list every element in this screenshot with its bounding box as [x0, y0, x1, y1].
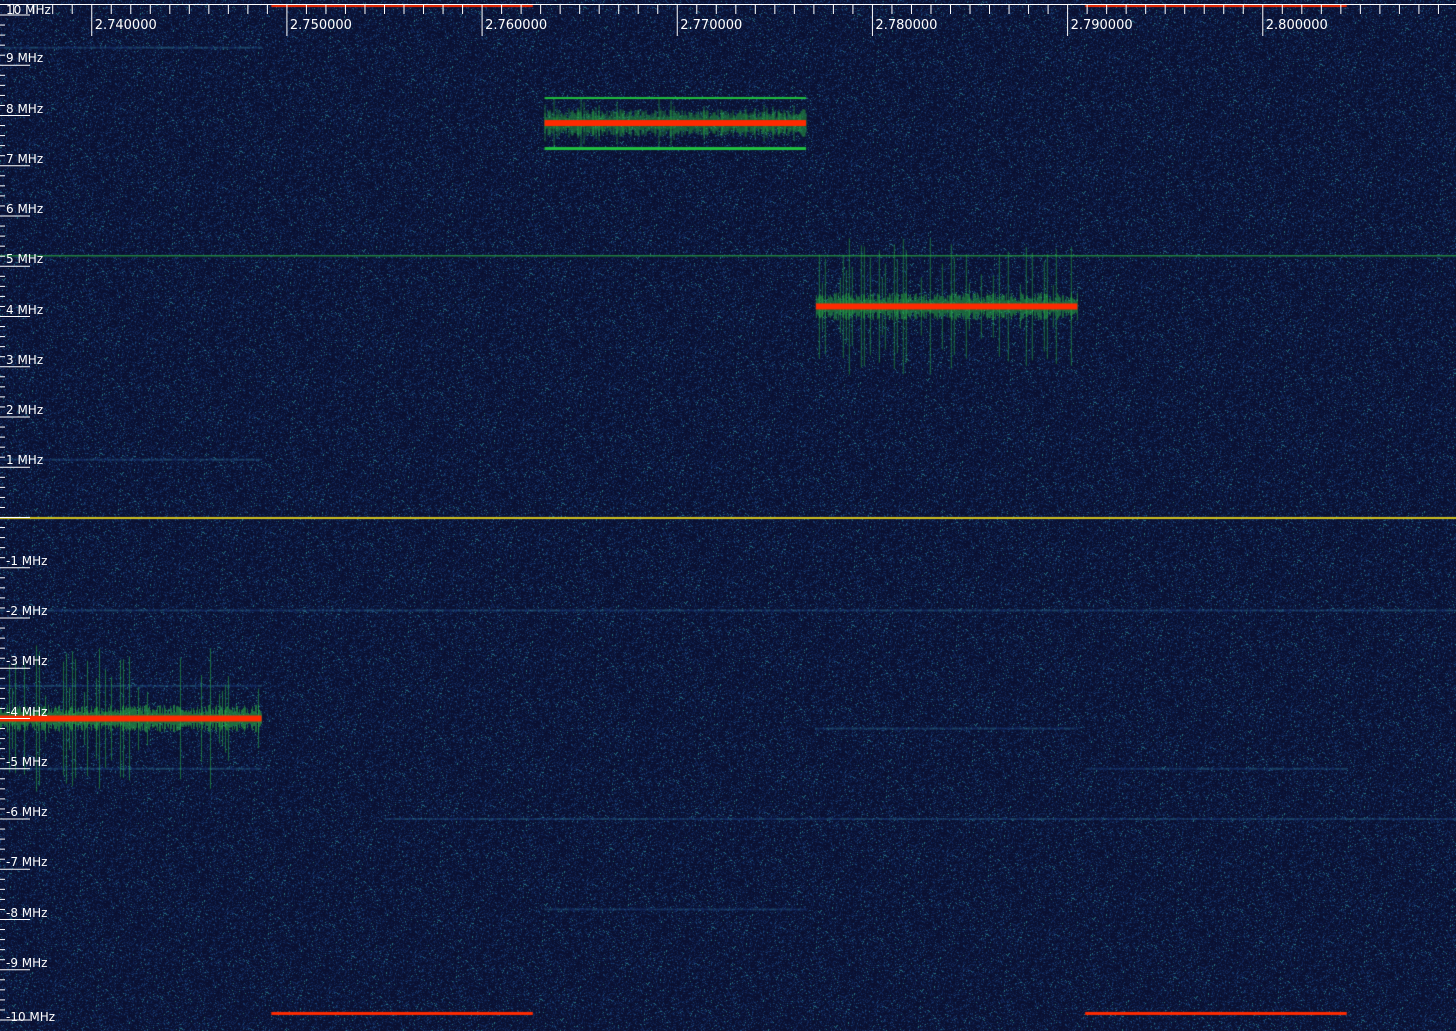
freq-tick-label: 8 MHz: [6, 101, 44, 116]
freq-tick-label: 7 MHz: [6, 151, 44, 166]
time-tick-label: 2.760000: [485, 18, 548, 33]
freq-tick-label: 2 MHz: [6, 403, 44, 417]
freq-tick-label: 9 MHz: [6, 51, 44, 66]
time-tick-label: 2.750000: [289, 18, 352, 33]
freq-tick-label: 3 MHz: [6, 352, 44, 367]
freq-tick-label: -5 MHz: [6, 754, 48, 769]
time-tick-label: 2.800000: [1265, 18, 1328, 33]
freq-tick-label: -4 MHz: [6, 704, 48, 719]
freq-tick-label: 5 MHz: [6, 252, 44, 267]
freq-tick-label: -7 MHz: [6, 855, 48, 870]
freq-tick-label: -8 MHz: [6, 905, 48, 920]
freq-tick-label: -3 MHz: [6, 654, 48, 669]
freq-tick-label: -1 MHz: [6, 553, 48, 568]
freq-tick-label: -6 MHz: [6, 805, 48, 819]
freq-tick-label: 1 MHz: [6, 453, 44, 468]
freq-tick-label: 6 MHz: [6, 202, 44, 216]
freq-tick-label: -2 MHz: [6, 604, 48, 618]
freq-tick-label: 10 MHz: [6, 3, 51, 17]
time-tick-label: 2.770000: [680, 18, 743, 33]
freq-tick-label: -10 MHz: [6, 1010, 56, 1024]
time-tick-label: 2.790000: [1070, 18, 1133, 33]
time-tick-label: 2.780000: [875, 18, 938, 33]
freq-tick-label: -9 MHz: [6, 955, 48, 970]
freq-tick-label: 4 MHz: [6, 302, 44, 317]
time-tick-label: 2.740000: [94, 18, 157, 33]
